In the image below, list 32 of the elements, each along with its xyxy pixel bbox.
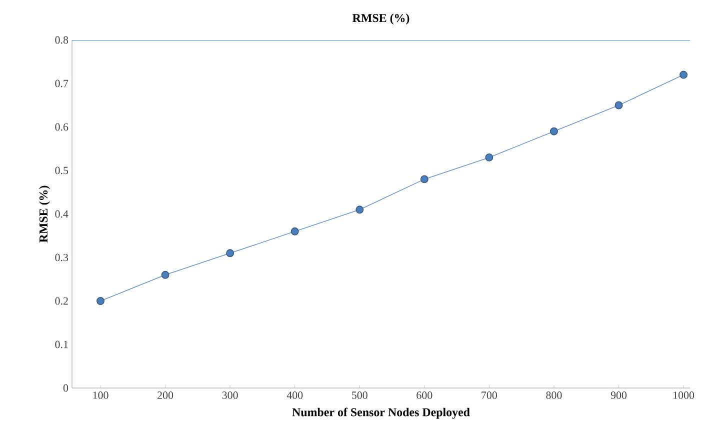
point <box>550 127 558 136</box>
y-tick-label: 0 <box>63 384 68 392</box>
y-axis-title: RMSE (%) <box>39 186 50 243</box>
point <box>96 297 104 305</box>
x-tick-label: 900 <box>610 392 627 399</box>
y-tick-label: 0.3 <box>55 254 68 262</box>
y-tick-label: 0.1 <box>55 340 68 348</box>
point <box>614 101 623 110</box>
x-tick-label: 300 <box>222 392 238 399</box>
y-tick-label: 0.4 <box>55 210 68 218</box>
y-tick-label: 0.2 <box>55 297 68 305</box>
point <box>420 175 428 184</box>
x-tick-label: 1000 <box>674 392 694 399</box>
point <box>226 249 234 258</box>
x-tick-label: 800 <box>546 392 562 399</box>
y-tick-label: 0.7 <box>55 80 68 88</box>
point <box>680 70 688 79</box>
point <box>290 227 299 236</box>
x-tick-label: 200 <box>158 392 174 399</box>
x-tick-label: 600 <box>416 392 432 399</box>
y-tick-label: 0.6 <box>55 123 68 131</box>
chart-title: RMSE (%) <box>352 14 410 24</box>
x-tick-label: 500 <box>352 392 368 399</box>
x-tick-label: 400 <box>286 392 303 399</box>
y-tick-label: 0.8 <box>55 36 68 44</box>
point <box>485 153 494 162</box>
point <box>161 270 170 279</box>
x-tick-label: 700 <box>482 392 497 399</box>
x-tick-label: 100 <box>93 392 108 399</box>
point <box>356 206 364 214</box>
y-tick-label: 0.5 <box>55 166 68 174</box>
x-axis-title: Number of Sensor Nodes Deployed <box>292 408 470 419</box>
